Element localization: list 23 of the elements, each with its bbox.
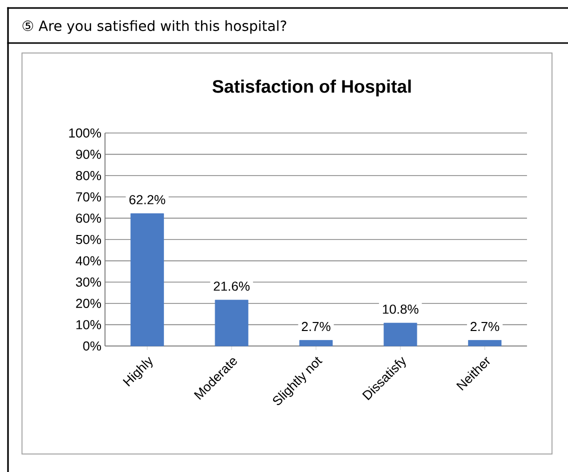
y-tick-label: 100% <box>69 128 102 138</box>
data-label: 2.7% <box>302 322 330 332</box>
y-tick-label: 0% <box>83 341 102 351</box>
y-tick-label: 80% <box>76 170 102 180</box>
y-tick-label: 60% <box>76 214 102 223</box>
y-tick-label: 70% <box>76 192 102 202</box>
y-tick-label: 90% <box>76 150 102 159</box>
bar <box>384 322 418 346</box>
data-label: 62.2% <box>129 195 166 204</box>
y-tick-label: 20% <box>76 298 102 308</box>
data-label: 10.8% <box>382 304 418 314</box>
y-tick-label: 30% <box>76 277 102 287</box>
bar <box>468 340 502 346</box>
bar <box>299 340 333 346</box>
chart-title: Satisfaction of Hospital <box>212 80 411 96</box>
data-label: 21.6% <box>214 282 250 291</box>
bar <box>214 300 248 346</box>
y-tick-label: 40% <box>76 256 102 266</box>
text: ⑤ Are you satisfied with this hospital? <box>22 20 286 34</box>
data-label: 2.7% <box>470 322 500 332</box>
bar <box>130 213 164 346</box>
y-tick-label: 50% <box>76 234 102 244</box>
y-tick-label: 10% <box>76 320 102 330</box>
